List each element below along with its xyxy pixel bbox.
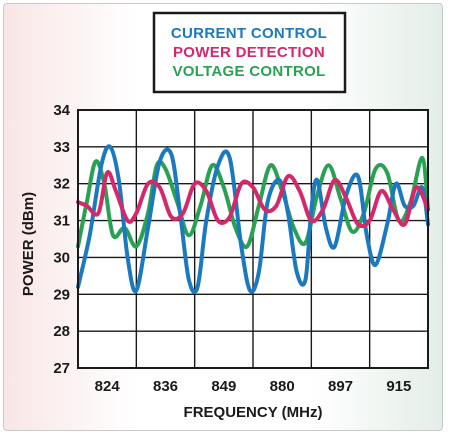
y-tick-label: 28 [53, 323, 70, 340]
x-tick-label: 915 [386, 378, 411, 395]
plot-area [76, 109, 430, 369]
series-line-power-detection [76, 170, 430, 229]
y-tick-label: 33 [53, 139, 70, 156]
x-tick-label: 849 [211, 378, 236, 395]
x-tick-label: 824 [95, 378, 121, 395]
x-tick-label: 897 [328, 378, 353, 395]
y-tick-label: 29 [53, 286, 70, 303]
x-axis-ticks: 824 836 849 880 897 915 [95, 378, 412, 395]
y-tick-label: 30 [53, 249, 70, 266]
y-axis-ticks: 27 28 29 30 31 32 33 34 [53, 102, 70, 377]
x-tick-label: 836 [153, 378, 178, 395]
legend-box [152, 11, 347, 94]
legend: CURRENT CONTROL POWER DETECTION VOLTAGE CO… [152, 11, 347, 94]
y-tick-label: 31 [53, 213, 70, 230]
series-line-voltage-control [76, 155, 430, 250]
legend-entry-power-detection: POWER DETECTION [173, 44, 325, 61]
plot-border [77, 109, 429, 369]
legend-entry-current-control: CURRENT CONTROL [171, 25, 327, 42]
legend-entry-voltage-control: VOLTAGE CONTROL [172, 63, 325, 80]
y-tick-label: 32 [53, 176, 70, 193]
y-tick-label: 27 [53, 360, 70, 377]
y-axis-label: POWER (dBm) [20, 192, 37, 296]
x-tick-label: 880 [270, 378, 295, 395]
x-axis-label: FREQUENCY (MHz) [184, 404, 323, 421]
y-tick-label: 34 [53, 102, 70, 119]
series-line-current-control [76, 144, 430, 295]
series-group [76, 144, 430, 295]
